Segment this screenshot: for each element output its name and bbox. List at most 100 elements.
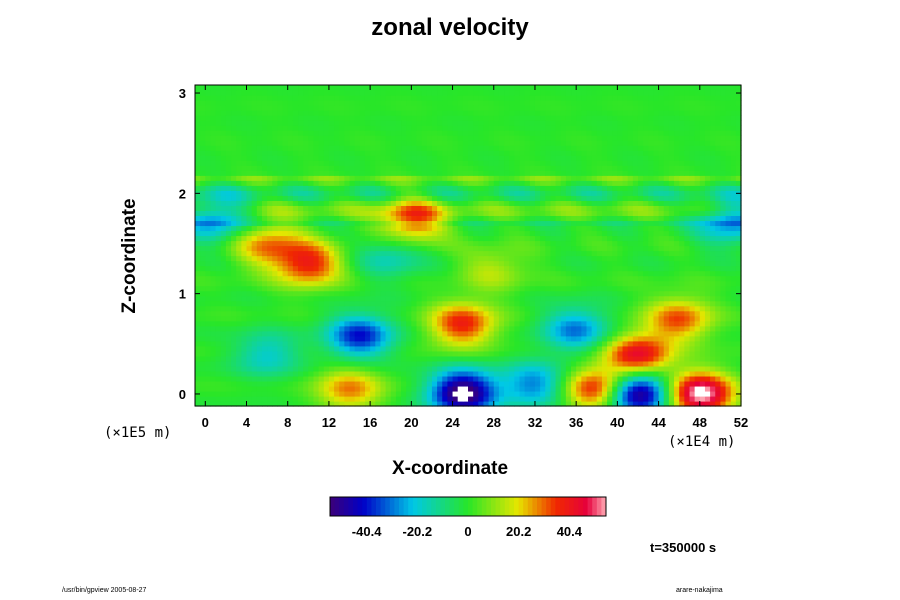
heatmap-cell (431, 175, 438, 181)
heatmap-cell (261, 305, 268, 312)
heatmap-cell (478, 195, 485, 201)
heatmap-cell (612, 345, 618, 352)
heatmap-cell (205, 165, 212, 171)
heatmap-cell (431, 275, 438, 282)
heatmap-cell (354, 345, 361, 352)
heatmap-cell (313, 315, 320, 322)
heatmap-cell (277, 270, 284, 277)
heatmap-cell (473, 215, 479, 222)
heatmap-cell (334, 260, 340, 267)
heatmap-cell (442, 315, 448, 322)
heatmap-cell (504, 315, 510, 322)
heatmap-cell (375, 175, 382, 181)
heatmap-cell (411, 260, 418, 267)
heatmap-cell (200, 340, 206, 347)
heatmap-cell (637, 325, 644, 332)
heatmap-cell (447, 275, 454, 282)
heatmap-cell (519, 175, 526, 181)
heatmap-cell (210, 250, 217, 257)
heatmap-cell (411, 385, 418, 392)
heatmap-cell (596, 215, 603, 222)
heatmap-cell (447, 230, 454, 237)
heatmap-cell (370, 395, 376, 402)
heatmap-cell (395, 180, 402, 186)
heatmap-cell (498, 265, 505, 272)
heatmap-cell (256, 190, 263, 196)
heatmap-cell (607, 275, 613, 282)
heatmap-cell (323, 190, 330, 196)
heatmap-cell (730, 270, 737, 277)
heatmap-cell (524, 375, 531, 382)
heatmap-cell (267, 210, 273, 217)
heatmap-cell (277, 240, 284, 247)
heatmap-cell (545, 315, 552, 322)
heatmap-cell (447, 190, 454, 196)
heatmap-cell (236, 285, 242, 292)
heatmap-cell (493, 300, 500, 307)
heatmap-cell (514, 255, 521, 262)
heatmap-cell (581, 275, 588, 282)
heatmap-cell (617, 285, 624, 292)
heatmap-cell (385, 315, 392, 322)
heatmap-cell (607, 375, 613, 382)
heatmap-cell (607, 290, 613, 297)
heatmap-cell (401, 285, 407, 292)
heatmap-cell (643, 380, 649, 387)
heatmap-cell (256, 245, 263, 252)
heatmap-cell (364, 345, 371, 352)
heatmap-cell (323, 240, 330, 247)
heatmap-cell (658, 180, 665, 186)
heatmap-cell (581, 250, 588, 257)
heatmap-cell (498, 250, 505, 257)
heatmap-cell (601, 340, 608, 347)
heatmap-cell (648, 205, 655, 211)
heatmap-cell (256, 345, 263, 352)
heatmap-cell (334, 375, 340, 382)
heatmap-cell (256, 335, 263, 342)
heatmap-cell (277, 205, 284, 211)
heatmap-cell (668, 315, 675, 322)
heatmap-cell (421, 285, 428, 292)
heatmap-cell (627, 205, 634, 211)
heatmap-cell (220, 235, 227, 242)
heatmap-cell (720, 325, 727, 332)
heatmap-cell (272, 305, 279, 312)
heatmap-cell (663, 390, 670, 397)
heatmap-cell (674, 260, 680, 267)
heatmap-cell (591, 180, 598, 186)
heatmap-cell (318, 360, 325, 367)
heatmap-cell (725, 260, 732, 267)
heatmap-cell (498, 240, 505, 247)
heatmap-cell (504, 235, 510, 242)
heatmap-cell (478, 225, 485, 232)
heatmap-cell (488, 175, 495, 181)
heatmap-cell (632, 295, 639, 302)
heatmap-cell (581, 350, 588, 357)
heatmap-cell (643, 350, 649, 357)
heatmap-cell (699, 240, 706, 247)
heatmap-cell (607, 385, 613, 392)
heatmap-cell (622, 225, 629, 232)
heatmap-cell (457, 340, 464, 347)
heatmap-cell (282, 205, 289, 211)
heatmap-cell (540, 280, 546, 287)
heatmap-cell (679, 320, 685, 327)
heatmap-cell (292, 250, 299, 257)
heatmap-cell (447, 235, 454, 242)
heatmap-cell (267, 175, 273, 181)
heatmap-cell (210, 380, 217, 387)
heatmap-cell (601, 270, 608, 277)
heatmap-cell (292, 390, 299, 397)
heatmap-cell (668, 210, 675, 217)
heatmap-cell (478, 240, 485, 247)
heatmap-cell (725, 225, 732, 232)
heatmap-cell (586, 240, 593, 247)
heatmap-cell (462, 300, 469, 307)
heatmap-cell (395, 280, 402, 287)
heatmap-cell (359, 340, 366, 347)
heatmap-cell (674, 330, 680, 337)
heatmap-cell (298, 310, 304, 317)
heatmap-cell (668, 220, 675, 227)
heatmap-cell (200, 295, 206, 302)
heatmap-cell (576, 240, 582, 247)
